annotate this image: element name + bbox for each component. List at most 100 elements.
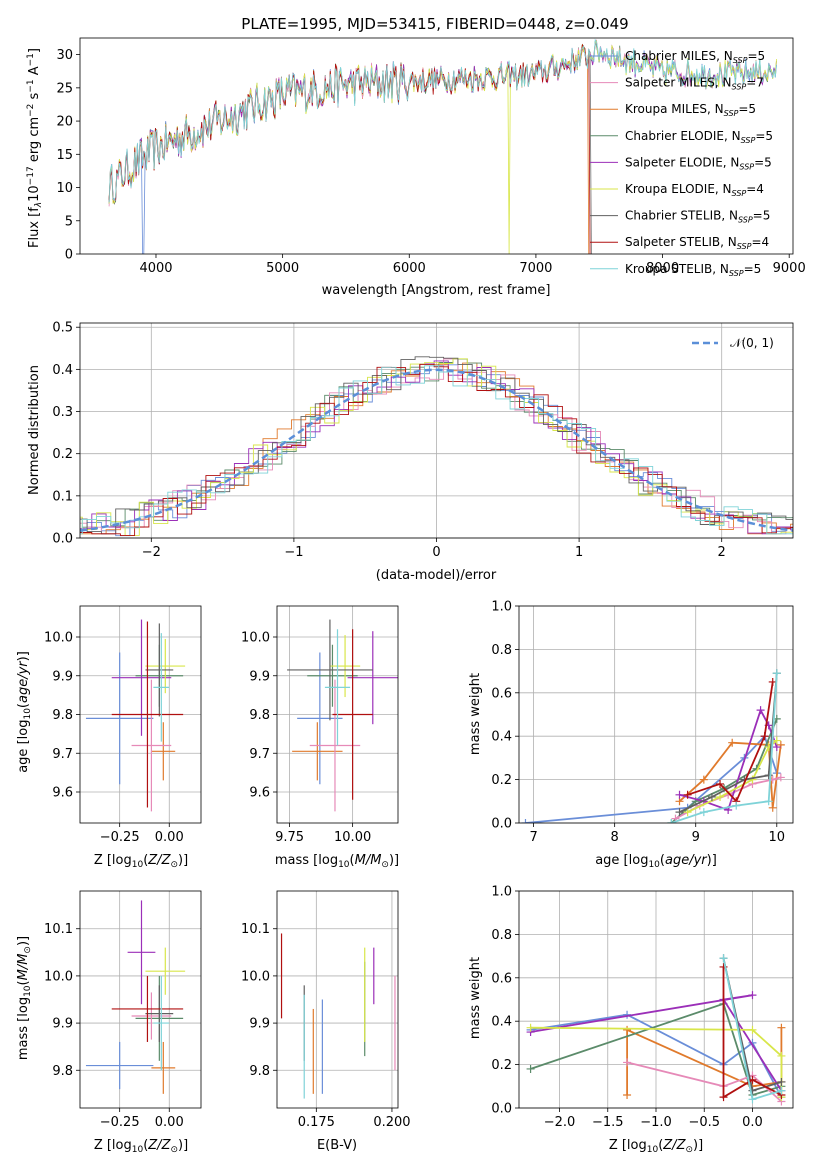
weight-marker <box>526 1064 535 1073</box>
y-tick-label: 9.8 <box>52 1064 73 1079</box>
legend-label-suffix: =5 <box>753 209 771 223</box>
legend-label-suffix: =5 <box>744 262 762 276</box>
spectrum-panel: 4000 5000 6000 7000 8000 9000 0 5 10 15 20 25 30 <box>56 37 806 276</box>
x-tick-label: 8000 <box>646 261 679 276</box>
legend-label-suffix: =5 <box>738 102 756 116</box>
y-tick-label: 10.0 <box>241 969 270 984</box>
weight-marker <box>764 797 773 806</box>
y-tick-label: 10.0 <box>241 631 270 646</box>
residuals-panel: −2 −1 0 1 2 0.0 0.1 0.2 0.3 0.4 0.5 <box>52 321 794 560</box>
weight-marker <box>526 1023 535 1032</box>
residual-histogram <box>80 358 793 532</box>
legend-label: Kroupa MILES, NSSP=5 <box>625 102 756 118</box>
y-tick-label: 0.0 <box>52 532 73 547</box>
weight-marker <box>623 1025 632 1034</box>
legend-label-sub: SSP <box>732 83 747 92</box>
y-tick-label: 0.4 <box>491 1015 512 1030</box>
residuals-xlabel: (data-model)/error <box>376 568 497 583</box>
mass-vs-ebv-panel: 0.175 0.200 9.8 9.9 10.0 10.1 <box>241 890 411 1130</box>
weight-z-ylabel: mass weight <box>468 957 483 1039</box>
x-tick-label: 0.175 <box>298 1115 335 1130</box>
y-tick-label: 10.0 <box>44 631 73 646</box>
weight-marker <box>728 738 737 747</box>
x-tick-label: 7 <box>529 830 537 845</box>
x-tick-label: 0.00 <box>155 1115 184 1130</box>
weight-marker <box>667 819 676 823</box>
weight-marker <box>683 790 692 799</box>
y-tick-label: 0.0 <box>491 817 512 832</box>
residual-histograms <box>80 356 793 537</box>
y-tick-label: 9.7 <box>52 747 73 762</box>
x-tick-label: −0.25 <box>100 1115 140 1130</box>
y-tick-label: 0.3 <box>52 405 73 420</box>
age-z-ylabel: age [log10(age/yr)] <box>16 651 33 773</box>
mass-z-xlabel: Z [log10(Z/Z⊙)] <box>94 1138 188 1155</box>
legend-label-sub: SSP <box>724 109 739 118</box>
weight-marker <box>623 1090 632 1099</box>
legend-label: Salpeter ELODIE, NSSP=5 <box>625 155 772 171</box>
weight-marker <box>748 991 757 1000</box>
legend-label: Chabrier MILES, NSSP=5 <box>625 49 765 65</box>
weight-line <box>626 1061 783 1103</box>
errorbars <box>85 619 186 812</box>
residual-histogram <box>80 356 793 535</box>
x-tick-label: −1 <box>284 545 303 560</box>
y-tick-label: 10 <box>56 181 73 196</box>
legend-label-sub: SSP <box>738 216 753 225</box>
legend-label-suffix: =4 <box>746 182 764 196</box>
y-tick-label: 0.4 <box>491 730 512 745</box>
weight-marker <box>776 773 785 782</box>
y-tick-label: 0.6 <box>491 686 512 701</box>
y-tick-label: 0.2 <box>491 773 512 788</box>
weight-marker <box>699 808 708 817</box>
mass-ebv-xlabel: E(B-V) <box>317 1138 357 1153</box>
legend-label-text: Kroupa STELIB, N <box>625 262 729 276</box>
legend-label: Chabrier ELODIE, NSSP=5 <box>625 129 773 145</box>
y-tick-label: 15 <box>56 148 73 163</box>
age-mass-xlabel: mass [log10(M/M⊙)] <box>275 853 399 870</box>
y-tick-label: 0 <box>65 248 73 263</box>
y-tick-label: 20 <box>56 115 73 130</box>
gauss-legend: 𝒩(0, 1) <box>692 336 774 350</box>
weight-line <box>671 673 778 823</box>
axes-frame <box>79 37 794 255</box>
age-z-xlabel: Z [log10(Z/Z⊙)] <box>94 853 188 870</box>
y-tick-label: 10.1 <box>44 922 73 937</box>
weight-marker <box>777 1077 786 1086</box>
weight-marker <box>716 779 725 788</box>
axes-frame <box>276 890 399 1109</box>
weight-lines <box>521 669 785 823</box>
x-tick-label: −1.0 <box>640 1115 672 1130</box>
x-tick-label: −0.5 <box>688 1115 720 1130</box>
weight-line <box>530 1002 782 1097</box>
weight-marker <box>675 790 684 799</box>
weight-marker <box>777 1023 786 1032</box>
weight-marker <box>707 792 716 801</box>
mass-vs-z-panel: −0.25 0.00 9.8 9.9 10.0 10.1 <box>44 890 202 1130</box>
y-tick-label: 0.6 <box>491 971 512 986</box>
errorbars <box>287 619 398 812</box>
legend-label-sub: SSP <box>732 189 747 198</box>
weight-marker <box>732 801 741 810</box>
weight-marker <box>719 962 728 971</box>
y-tick-label: 9.9 <box>249 669 270 684</box>
residuals-ylabel: Normed distribution <box>27 365 42 495</box>
legend-label: Salpeter STELIB, NSSP=4 <box>625 235 769 251</box>
residual-histogram <box>80 365 793 535</box>
age-vs-z-panel: −0.25 0.00 9.6 9.7 9.8 9.9 10.0 <box>44 605 202 845</box>
age-vs-mass-panel: 9.75 10.00 9.6 9.7 9.8 9.9 10.0 <box>241 605 399 845</box>
x-tick-label: 2 <box>718 545 726 560</box>
y-tick-label: 9.6 <box>249 786 270 801</box>
weight-marker <box>777 1051 786 1060</box>
legend-label-sub: SSP <box>729 269 744 278</box>
y-tick-label: 0.5 <box>52 321 73 336</box>
y-tick-label: 9.8 <box>249 708 270 723</box>
y-tick-label: 5 <box>65 214 73 229</box>
y-tick-label: 9.7 <box>249 747 270 762</box>
x-tick-label: 6000 <box>393 261 426 276</box>
y-tick-label: 1.0 <box>491 885 512 900</box>
x-tick-label: 0.00 <box>155 830 184 845</box>
weight-line <box>679 707 778 812</box>
